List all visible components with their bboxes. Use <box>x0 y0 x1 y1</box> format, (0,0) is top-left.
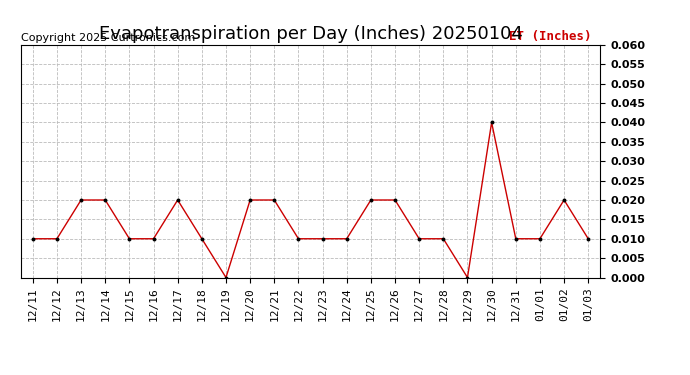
Text: ET (Inches): ET (Inches) <box>509 30 591 43</box>
Point <box>341 236 352 242</box>
Point <box>28 236 39 242</box>
Point <box>148 236 159 242</box>
Point <box>172 197 183 203</box>
Point <box>413 236 424 242</box>
Point <box>582 236 593 242</box>
Point <box>196 236 207 242</box>
Point <box>486 120 497 126</box>
Point <box>365 197 376 203</box>
Point <box>534 236 545 242</box>
Title: Evapotranspiration per Day (Inches) 20250104: Evapotranspiration per Day (Inches) 2025… <box>99 26 522 44</box>
Point <box>244 197 255 203</box>
Point <box>317 236 328 242</box>
Point <box>51 236 62 242</box>
Point <box>389 197 400 203</box>
Point <box>462 274 473 280</box>
Point <box>124 236 135 242</box>
Point <box>510 236 521 242</box>
Point <box>293 236 304 242</box>
Point <box>437 236 448 242</box>
Point <box>99 197 110 203</box>
Point <box>75 197 86 203</box>
Text: Copyright 2025 Curtronics.com: Copyright 2025 Curtronics.com <box>21 33 195 43</box>
Point <box>558 197 569 203</box>
Point <box>268 197 279 203</box>
Point <box>220 274 231 280</box>
